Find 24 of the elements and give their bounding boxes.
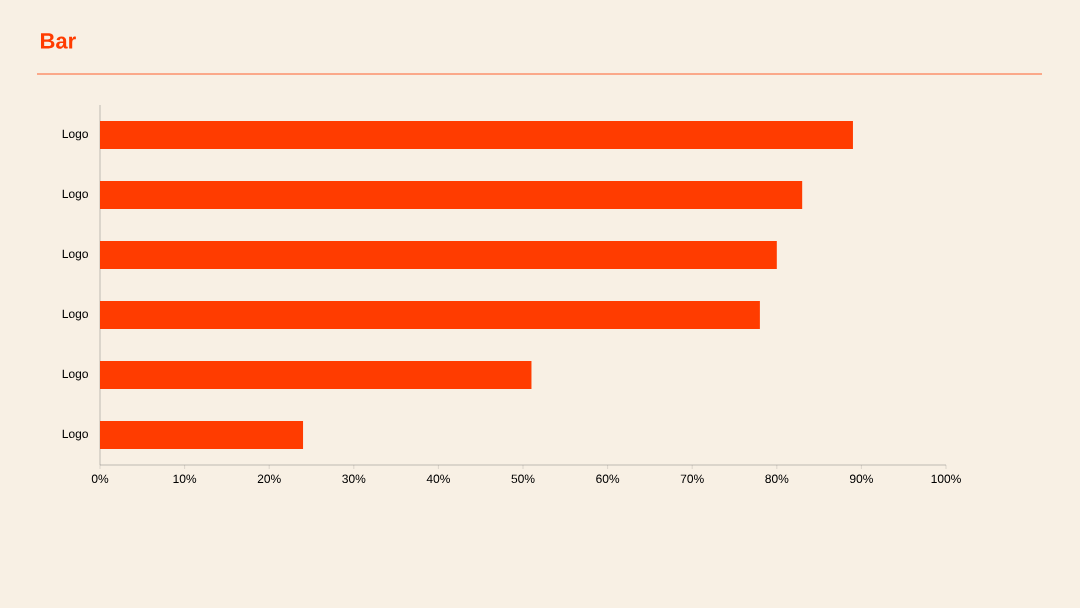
x-tick-label: 50% <box>511 474 535 484</box>
y-tick-label: Logo <box>62 309 88 321</box>
bar <box>100 421 304 450</box>
bar <box>100 241 777 270</box>
bar <box>100 361 532 390</box>
bar <box>100 121 853 150</box>
chart-title: Bar <box>40 33 76 49</box>
y-tick-label: Logo <box>62 129 88 141</box>
y-tick-label: Logo <box>62 369 88 381</box>
x-tick-label: 60% <box>596 474 620 484</box>
x-tick-label: 30% <box>342 474 366 484</box>
x-tick-label: 40% <box>426 474 450 484</box>
bar <box>100 301 760 330</box>
x-tick-label: 90% <box>849 474 873 484</box>
y-tick-label: Logo <box>62 189 88 201</box>
y-tick-label: Logo <box>62 429 88 441</box>
y-tick-label: Logo <box>62 249 88 261</box>
x-tick-label: 0% <box>91 474 109 484</box>
x-tick-label: 80% <box>765 474 789 484</box>
x-tick-label: 10% <box>173 474 197 484</box>
bar <box>100 181 803 210</box>
x-tick-label: 20% <box>257 474 281 484</box>
x-tick-label: 100% <box>931 474 961 484</box>
x-tick-label: 70% <box>680 474 704 484</box>
